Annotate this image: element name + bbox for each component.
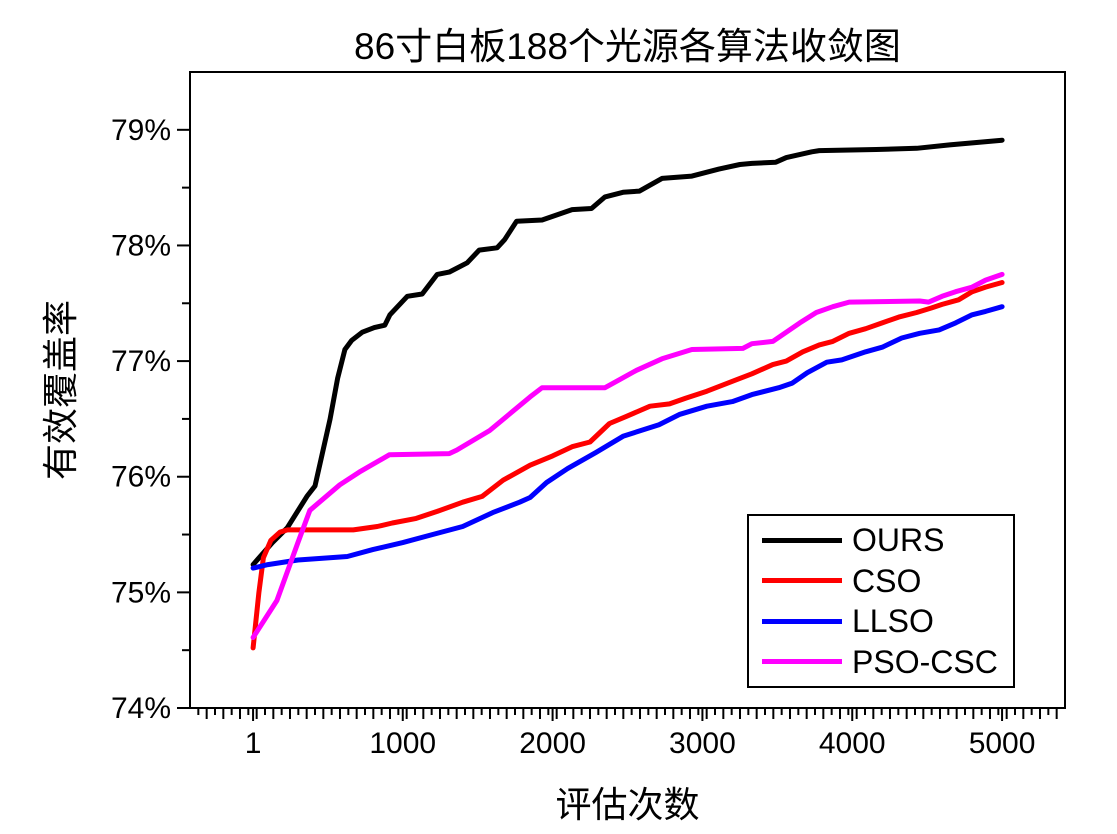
svg-text:74%: 74% [111, 692, 171, 725]
legend-item-llso: LLSO [749, 605, 1013, 637]
svg-text:4000: 4000 [819, 727, 886, 760]
legend-line-sample-cso [762, 578, 842, 584]
svg-text:1: 1 [245, 727, 262, 760]
series-LLSO [250, 304, 1005, 571]
svg-text:5000: 5000 [969, 727, 1036, 760]
legend-label-cso: CSO [852, 562, 922, 599]
chart-title: 86寸白板188个光源各算法收敛图 [354, 26, 901, 67]
svg-text:77%: 77% [111, 345, 171, 378]
legend-item-ours: OURS [749, 524, 1013, 556]
series-OURS [250, 137, 1005, 568]
svg-text:75%: 75% [111, 576, 171, 609]
series-PSO-CSC [250, 271, 1005, 640]
svg-text:78%: 78% [111, 229, 171, 262]
y-ticks: 74% 75% 76% 77% 78% 79% [111, 114, 190, 725]
legend-line-sample-llso [762, 618, 842, 624]
x-ticks: 1 1000 2000 3000 4000 5000 [245, 708, 1036, 760]
legend-item-cso: CSO [749, 565, 1013, 597]
svg-text:1000: 1000 [369, 727, 436, 760]
legend-label-ours: OURS [852, 522, 945, 559]
legend-label-llso: LLSO [852, 603, 934, 640]
svg-text:79%: 79% [111, 114, 171, 147]
series-CSO [250, 280, 1005, 651]
y-minor-ticks [182, 186, 190, 652]
svg-text:76%: 76% [111, 461, 171, 494]
x-axis-title: 评估次数 [555, 784, 700, 825]
svg-text:2000: 2000 [519, 727, 586, 760]
legend-item-pso-csc: PSO-CSC [749, 646, 1013, 678]
legend-line-sample-ours [762, 537, 842, 543]
legend-label-pso-csc: PSO-CSC [852, 643, 998, 680]
legend-line-sample-pso-csc [762, 659, 842, 665]
legend: OURS CSO LLSO PSO-CSC [747, 514, 1015, 688]
x-minor-ticks [197, 708, 1058, 719]
svg-text:3000: 3000 [669, 727, 736, 760]
axis-frame [189, 71, 1066, 709]
